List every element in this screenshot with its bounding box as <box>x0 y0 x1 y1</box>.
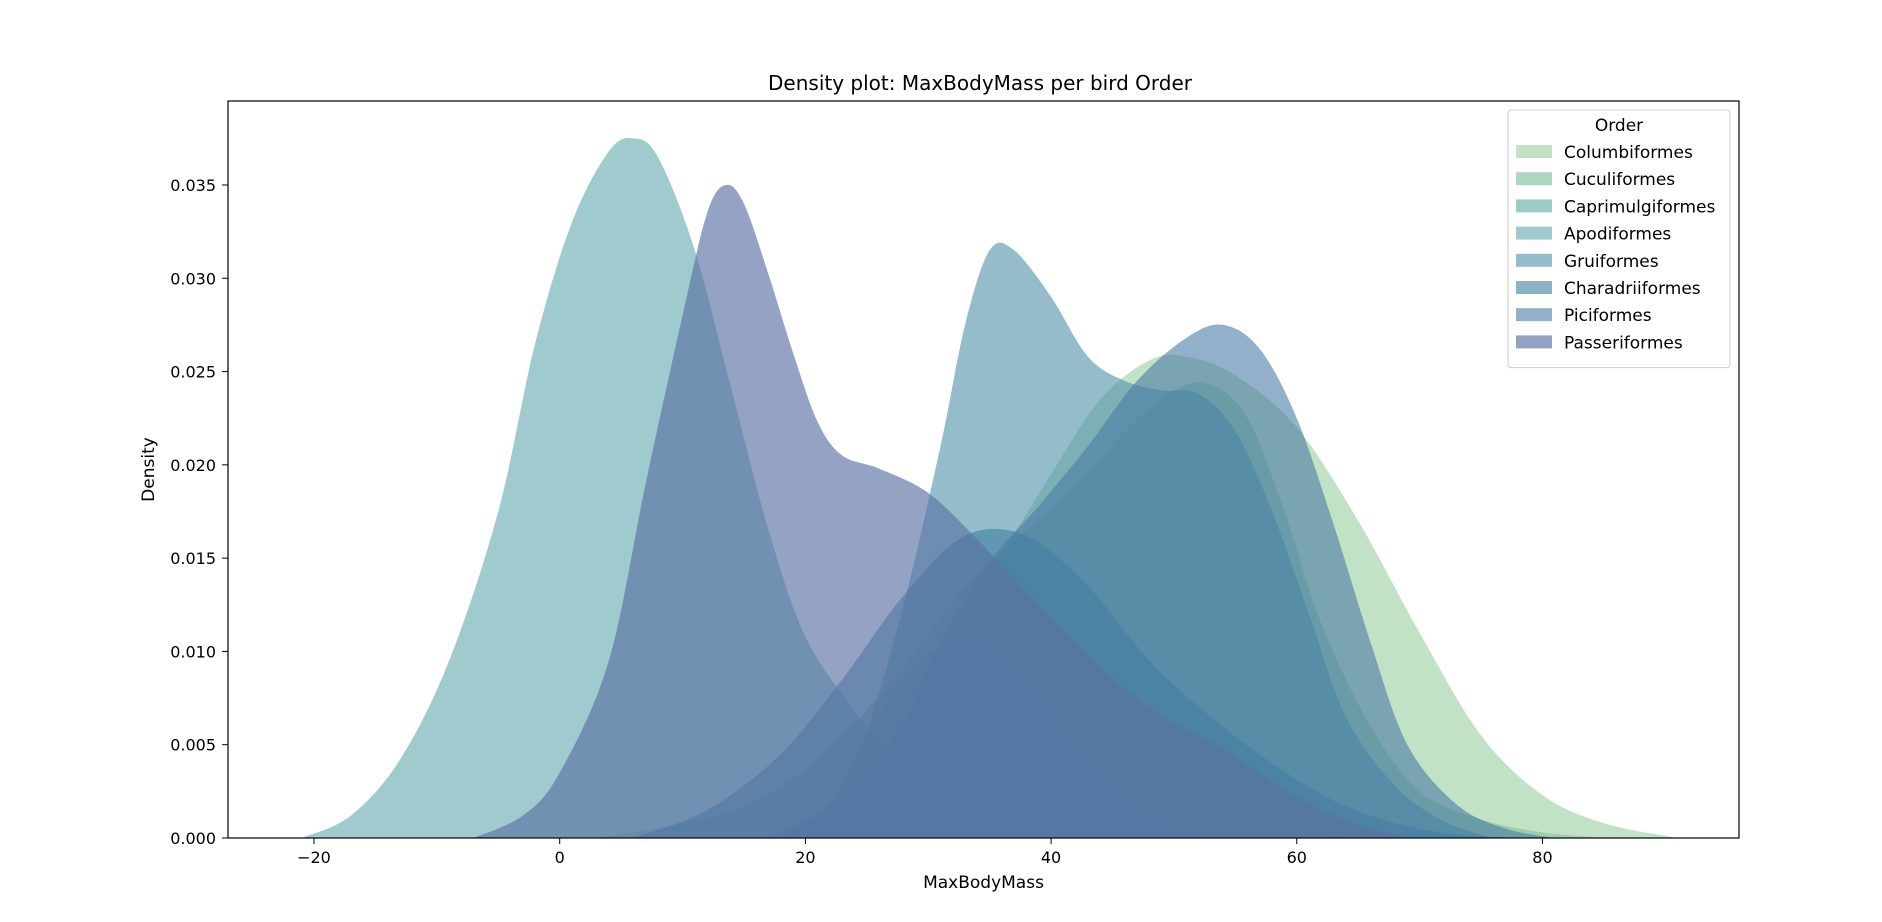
plot-frame <box>227 100 1740 839</box>
legend-swatch <box>1516 172 1552 186</box>
density-area-passeriformes <box>473 184 1420 838</box>
y-tick-label: 0.030 <box>170 269 216 288</box>
y-tick-label: 0.005 <box>170 736 216 755</box>
legend-label: Columbiformes <box>1564 143 1693 163</box>
x-tick-label: 20 <box>795 848 815 867</box>
legend-title: Order <box>1595 116 1643 136</box>
density-areas <box>301 137 1678 839</box>
y-tick-label: 0.020 <box>170 456 216 475</box>
legend-swatch <box>1516 145 1552 158</box>
x-tick-label: 0 <box>555 848 565 867</box>
legend-label: Apodiformes <box>1564 225 1671 245</box>
legend-label: Piciformes <box>1564 306 1652 326</box>
y-tick-label: 0.015 <box>170 549 216 568</box>
legend-swatch <box>1516 199 1552 213</box>
legend: Order Columbiformes Cuculiformes Caprimulg… <box>1507 109 1731 369</box>
legend-swatch <box>1516 253 1552 267</box>
y-tick-label: 0.035 <box>170 176 216 195</box>
legend-items: Columbiformes Cuculiformes Caprimulgiforme… <box>1516 143 1715 353</box>
y-tick-label: 0.010 <box>170 642 216 661</box>
x-tick-label: 80 <box>1532 848 1552 867</box>
y-axis: 0.000 0.005 0.010 0.015 0.020 0.025 0.030 0.035 <box>170 176 228 848</box>
legend-swatch <box>1516 281 1552 294</box>
legend-swatch <box>1516 335 1552 349</box>
y-tick-label: 0.025 <box>170 363 216 382</box>
y-axis-title: Density <box>139 437 159 502</box>
x-tick-label: −20 <box>297 848 331 867</box>
chart-title: Density plot: MaxBodyMass per bird Order <box>768 71 1193 95</box>
legend-label: Caprimulgiformes <box>1564 197 1715 217</box>
legend-label: Cuculiformes <box>1564 170 1675 190</box>
y-tick-label: 0.000 <box>170 829 216 848</box>
legend-label: Passeriformes <box>1564 333 1683 353</box>
legend-label: Gruiformes <box>1564 252 1659 272</box>
legend-box <box>1507 109 1731 369</box>
legend-swatch <box>1516 226 1552 240</box>
x-axis-title: MaxBodyMass <box>923 873 1044 893</box>
x-tick-label: 40 <box>1041 848 1061 867</box>
x-axis: −20 0 20 40 60 80 <box>297 838 1553 867</box>
legend-label: Charadriiformes <box>1564 279 1701 299</box>
legend-swatch <box>1516 308 1552 322</box>
x-tick-label: 60 <box>1287 848 1307 867</box>
